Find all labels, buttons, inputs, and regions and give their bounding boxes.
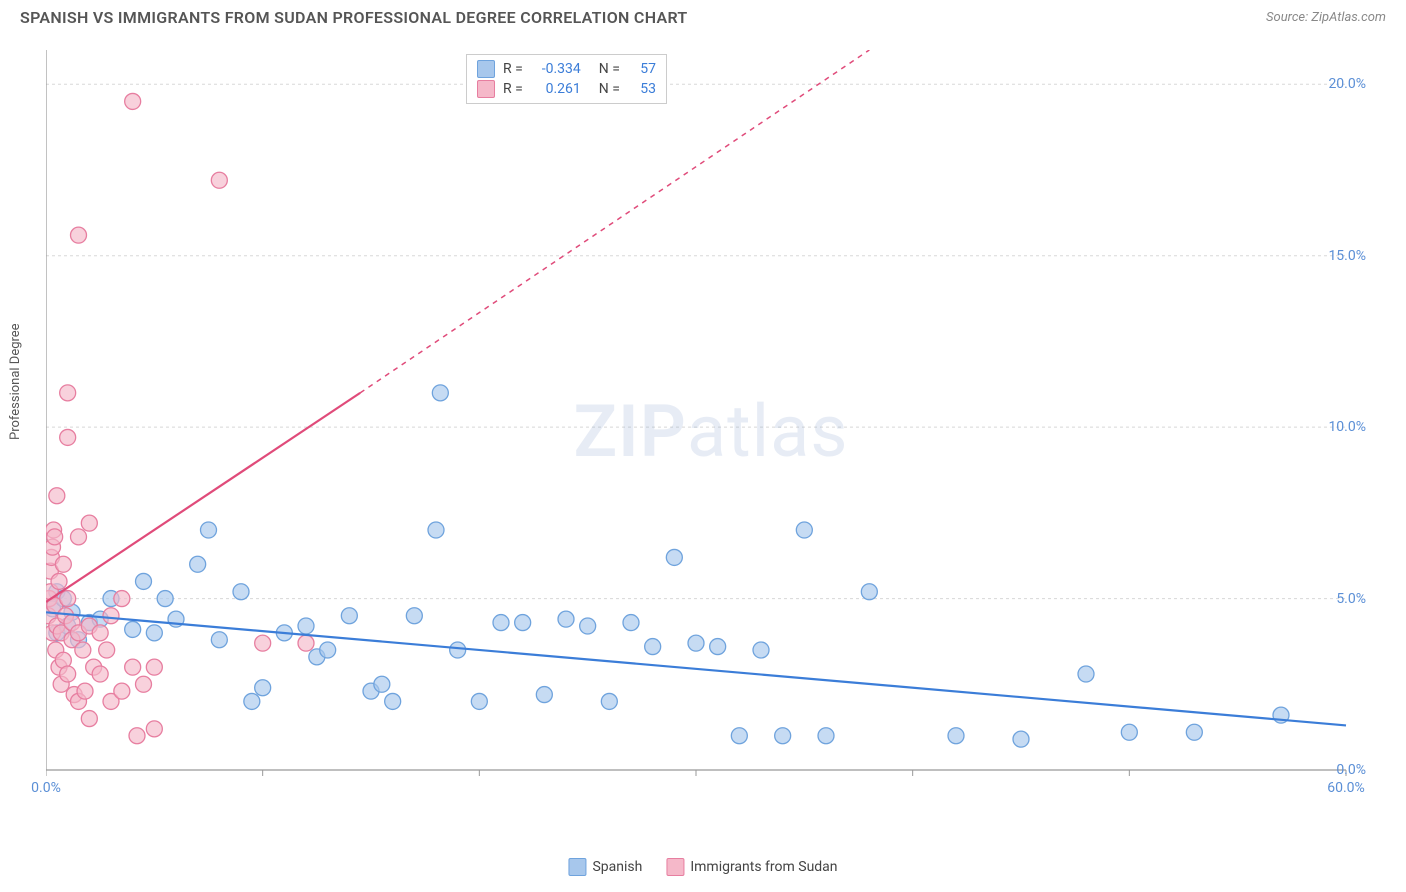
n-label: N = — [599, 61, 620, 77]
swatch-spanish — [477, 60, 495, 78]
r-value-sudan: 0.261 — [531, 81, 581, 97]
y-tick-label: 20.0% — [1328, 76, 1366, 92]
legend-swatch-spanish — [568, 858, 586, 876]
legend-label-sudan: Immigrants from Sudan — [690, 859, 837, 875]
source-attribution: Source: ZipAtlas.com — [1266, 10, 1386, 25]
legend-label-spanish: Spanish — [592, 859, 642, 875]
chart-container: ZIPatlas R = -0.334 N = 57 R = 0.261 N =… — [46, 50, 1376, 830]
n-label: N = — [599, 81, 620, 97]
y-axis-label: Professional Degree — [8, 323, 23, 440]
chart-title: SPANISH VS IMMIGRANTS FROM SUDAN PROFESS… — [20, 8, 688, 27]
legend-item-spanish: Spanish — [568, 858, 642, 876]
r-label: R = — [503, 81, 523, 97]
n-value-spanish: 57 — [628, 61, 656, 77]
bottom-legend: Spanish Immigrants from Sudan — [568, 858, 837, 876]
y-tick-label: 5.0% — [1336, 591, 1366, 607]
stats-legend: R = -0.334 N = 57 R = 0.261 N = 53 — [466, 54, 667, 104]
legend-item-sudan: Immigrants from Sudan — [666, 858, 837, 876]
swatch-sudan — [477, 80, 495, 98]
n-value-sudan: 53 — [628, 81, 656, 97]
r-label: R = — [503, 61, 523, 77]
stats-row-spanish: R = -0.334 N = 57 — [477, 59, 656, 79]
y-tick-label: 0.0% — [1336, 762, 1366, 778]
x-tick-label: 0.0% — [31, 780, 61, 796]
y-tick-label: 15.0% — [1328, 248, 1366, 264]
stats-row-sudan: R = 0.261 N = 53 — [477, 79, 656, 99]
scatter-plot — [46, 50, 1376, 830]
y-tick-label: 10.0% — [1328, 419, 1366, 435]
r-value-spanish: -0.334 — [531, 61, 581, 77]
legend-swatch-sudan — [666, 858, 684, 876]
x-tick-label: 60.0% — [1327, 780, 1365, 796]
